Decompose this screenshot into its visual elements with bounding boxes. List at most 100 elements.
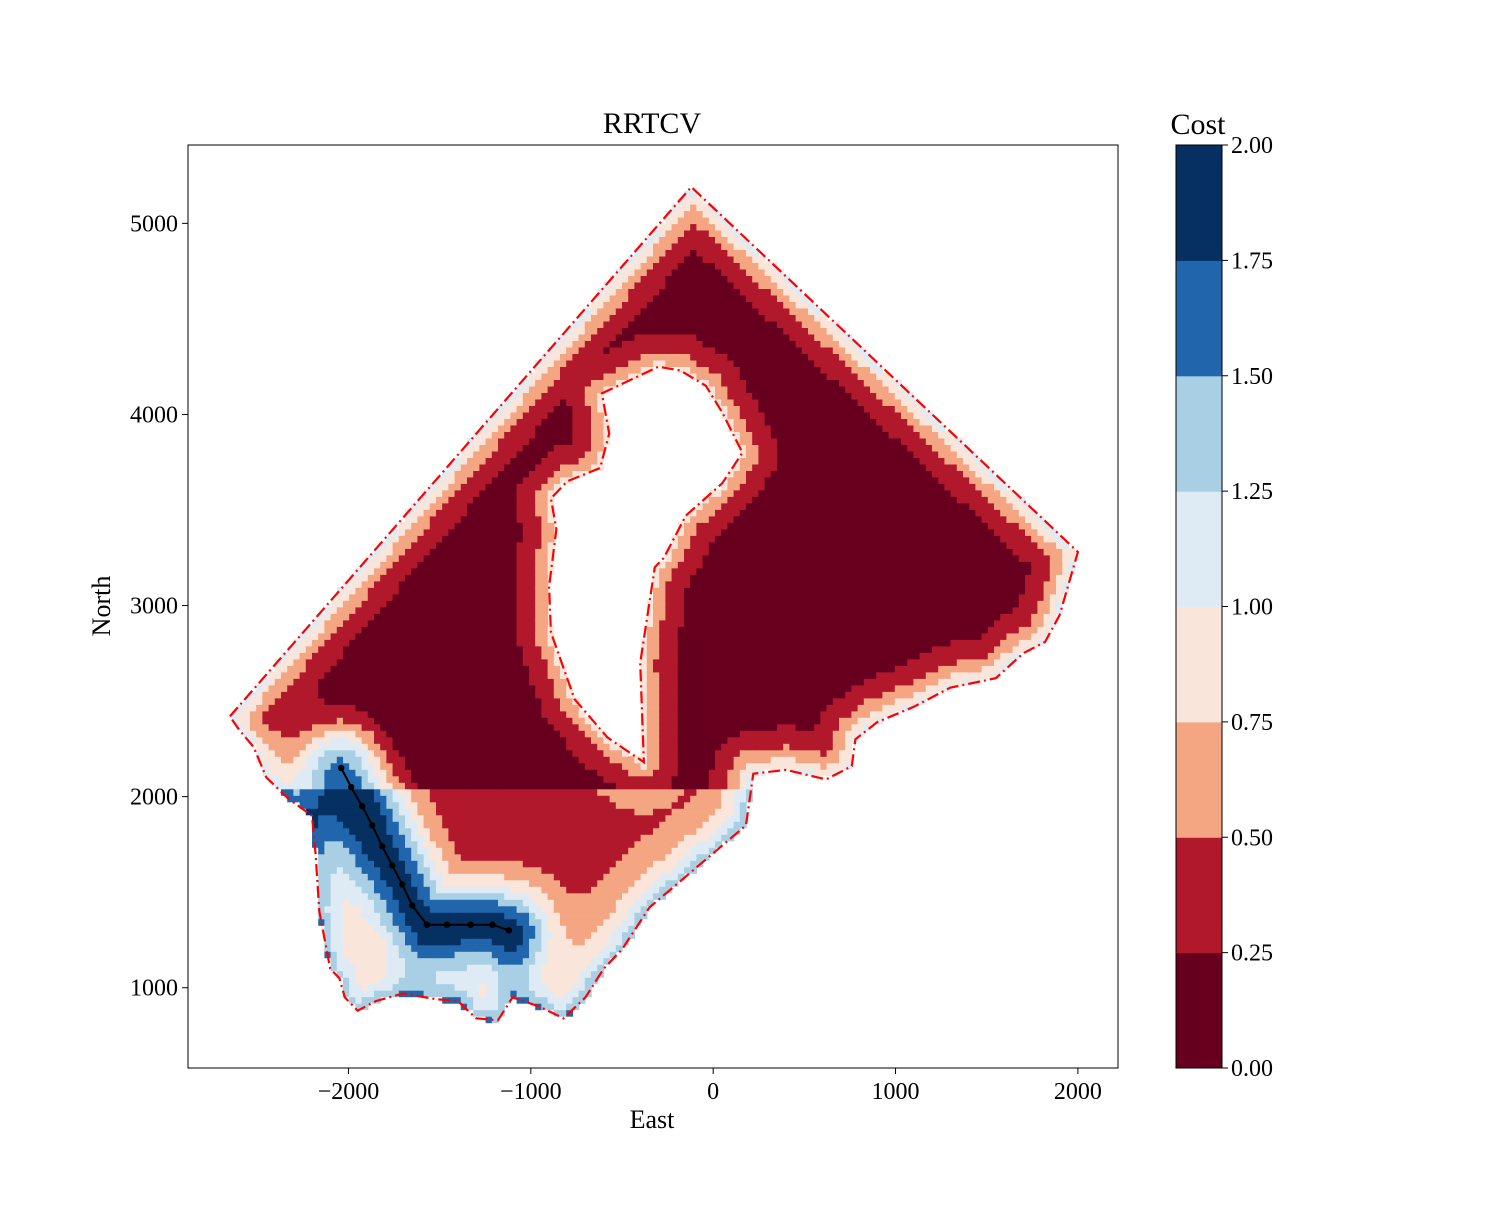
contour-cell — [529, 411, 536, 419]
contour-cell — [628, 827, 636, 835]
contour-cell — [454, 801, 462, 809]
contour-cell — [305, 665, 313, 673]
contour-cell — [690, 769, 698, 777]
contour-cell — [305, 782, 313, 790]
contour-cell — [572, 840, 580, 848]
contour-cell — [405, 983, 412, 991]
contour-cell — [460, 944, 468, 952]
contour-cell — [498, 996, 505, 1004]
contour-cell — [547, 977, 555, 985]
contour-cell — [479, 697, 487, 705]
contour-cell — [467, 983, 474, 991]
contour-cell — [541, 418, 549, 426]
contour-cell — [343, 847, 350, 855]
contour-cell — [467, 866, 474, 874]
contour-cell — [318, 782, 326, 790]
contour-cell — [640, 762, 648, 770]
contour-cell — [485, 593, 493, 601]
contour-cell — [467, 593, 474, 601]
contour-cell — [696, 782, 704, 790]
contour-cell — [454, 905, 462, 913]
contour-cell — [653, 697, 660, 705]
contour-cell — [460, 541, 468, 549]
contour-cell — [541, 1003, 549, 1011]
contour-cell — [386, 957, 394, 965]
contour-cell — [584, 411, 592, 419]
contour-cell — [405, 535, 412, 543]
contour-cell — [417, 918, 425, 926]
contour-cell — [330, 782, 338, 790]
contour-cell — [628, 866, 636, 874]
contour-cell — [516, 853, 524, 861]
contour-cell — [392, 951, 400, 959]
contour-cell — [677, 645, 685, 653]
contour-cell — [522, 476, 530, 484]
contour-cell — [479, 957, 487, 965]
contour-cell — [485, 814, 493, 822]
contour-cell — [553, 697, 561, 705]
contour-cell — [671, 255, 679, 263]
contour-cell — [318, 808, 326, 816]
contour-cell — [609, 827, 617, 835]
contour-cell — [696, 197, 704, 205]
contour-cell — [566, 431, 574, 439]
contour-cell — [448, 925, 456, 933]
contour-cell — [504, 502, 512, 510]
contour-cell — [318, 619, 326, 627]
contour-cell — [336, 944, 344, 952]
contour-cell — [479, 788, 487, 796]
contour-cell — [690, 307, 698, 315]
contour-cell — [609, 853, 617, 861]
contour-cell — [454, 879, 462, 887]
contour-cell — [448, 782, 456, 790]
contour-cell — [460, 827, 468, 835]
contour-cell — [386, 866, 394, 874]
contour-cell — [597, 372, 605, 380]
contour-cell — [684, 288, 691, 296]
contour-cell — [634, 918, 642, 926]
contour-cell — [498, 593, 505, 601]
contour-cell — [684, 801, 691, 809]
contour-cell — [498, 561, 505, 569]
contour-cell — [684, 587, 691, 595]
contour-cell — [547, 450, 555, 458]
contour-cell — [572, 899, 580, 907]
contour-cell — [584, 463, 592, 471]
contour-cell — [665, 645, 673, 653]
contour-cell — [696, 632, 704, 640]
contour-cell — [436, 528, 443, 536]
contour-cell — [374, 853, 381, 861]
contour-cell — [690, 723, 698, 731]
contour-cell — [312, 710, 319, 718]
contour-cell — [343, 587, 350, 595]
contour-cell — [491, 710, 499, 718]
contour-cell — [560, 444, 567, 452]
contour-cell — [423, 730, 431, 738]
contour-cell — [392, 847, 400, 855]
contour-cell — [448, 996, 456, 1004]
contour-cell — [454, 489, 462, 497]
contour-cell — [361, 834, 369, 842]
contour-cell — [584, 730, 592, 738]
contour-cell — [411, 561, 419, 569]
contour-cell — [510, 918, 518, 926]
contour-cell — [560, 918, 567, 926]
contour-cell — [696, 522, 704, 530]
contour-cell — [485, 444, 493, 452]
contour-cell — [423, 957, 431, 965]
contour-cell — [677, 665, 685, 673]
contour-cell — [535, 717, 543, 725]
contour-cell — [653, 593, 660, 601]
contour-cell — [535, 580, 543, 588]
contour-cell — [566, 418, 574, 426]
contour-cell — [498, 665, 505, 673]
contour-cell — [429, 743, 437, 751]
contour-cell — [491, 749, 499, 757]
contour-cell — [349, 853, 357, 861]
contour-cell — [702, 567, 710, 575]
contour-cell — [411, 684, 419, 692]
contour-cell — [355, 879, 363, 887]
contour-cell — [566, 366, 574, 374]
contour-cell — [479, 938, 487, 946]
contour-cell — [336, 704, 344, 712]
